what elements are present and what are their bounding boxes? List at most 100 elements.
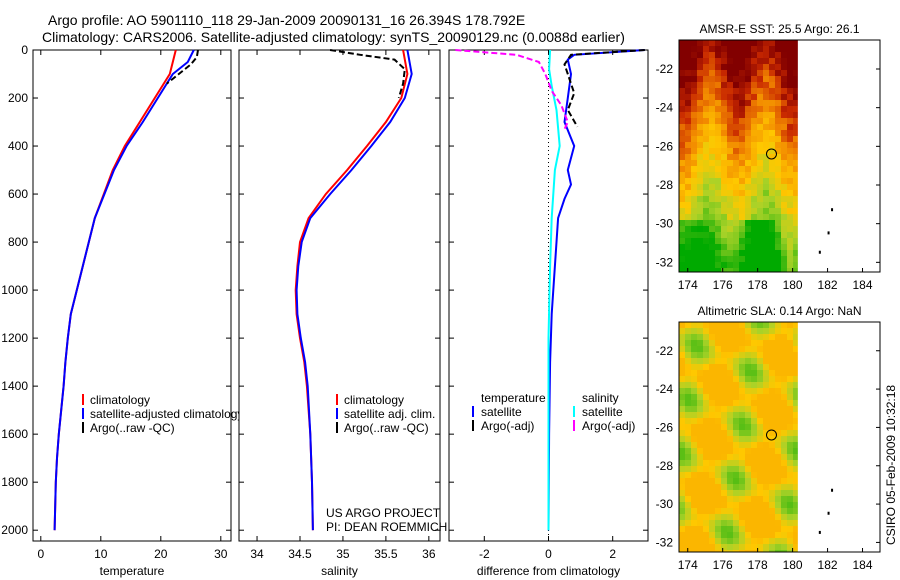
map-cell [763, 160, 769, 166]
map-cell [745, 400, 751, 406]
map-cell [733, 406, 739, 412]
map-cell [709, 94, 715, 100]
map-cell [721, 100, 727, 106]
map-cell [679, 52, 685, 58]
map-cell [787, 268, 793, 272]
map-cell [763, 256, 769, 262]
y-tick-label: 1200 [1, 331, 28, 345]
map-cell [793, 550, 798, 552]
map-cell [757, 412, 763, 418]
x-tick-label: 35.5 [374, 547, 398, 561]
map-cell [691, 334, 697, 340]
map-cell [763, 448, 769, 454]
map-cell [781, 484, 787, 490]
map-cell [715, 196, 721, 202]
map-cell [715, 202, 721, 208]
map-cell [721, 454, 727, 460]
map-cell [727, 346, 733, 352]
map-cell [793, 262, 798, 268]
map-cell [739, 430, 745, 436]
map-cell [703, 394, 709, 400]
map-cell [679, 448, 685, 454]
map-cell [769, 340, 775, 346]
map-cell [685, 106, 691, 112]
map-cell [787, 220, 793, 226]
map-cell [691, 166, 697, 172]
map-cell [679, 196, 685, 202]
map-cell [751, 322, 757, 328]
map-cell [781, 448, 787, 454]
map-cell [769, 142, 775, 148]
map-cell [733, 256, 739, 262]
map-cell [685, 148, 691, 154]
map-cell [757, 454, 763, 460]
series-argo-raw-qc- [166, 49, 199, 85]
map-cell [769, 496, 775, 502]
map-cell [739, 412, 745, 418]
map-cell [733, 352, 739, 358]
map-cell [709, 394, 715, 400]
map-cell [709, 46, 715, 52]
map-cell [793, 334, 798, 340]
map-cell [787, 430, 793, 436]
map-cell [697, 502, 703, 508]
map-cell [703, 118, 709, 124]
map-cell [733, 490, 739, 496]
map-cell [697, 118, 703, 124]
map-cell [679, 202, 685, 208]
map-cell [763, 238, 769, 244]
map-cell [775, 490, 781, 496]
map-cell [697, 472, 703, 478]
map-cell [715, 406, 721, 412]
map-cell [781, 40, 787, 46]
map-cell [685, 220, 691, 226]
map-cell [763, 94, 769, 100]
map-cell [679, 502, 685, 508]
map-cell [709, 526, 715, 532]
map-cell [703, 490, 709, 496]
map-cell [721, 418, 727, 424]
map-cell [733, 250, 739, 256]
map-cell [709, 352, 715, 358]
map-cell [709, 124, 715, 130]
map-cell [781, 514, 787, 520]
map-cell [733, 448, 739, 454]
map-cell [763, 430, 769, 436]
map-cell [679, 322, 685, 328]
map-cell [769, 160, 775, 166]
map-cell [763, 40, 769, 46]
map-cell [727, 448, 733, 454]
map-cell [727, 532, 733, 538]
map-cell [787, 154, 793, 160]
map-cell [715, 184, 721, 190]
map-cell [691, 160, 697, 166]
map-cell [763, 172, 769, 178]
legend-label: satellite [582, 405, 623, 419]
map-cell [787, 190, 793, 196]
map-cell [709, 376, 715, 382]
map-cell [745, 436, 751, 442]
map-cell [703, 232, 709, 238]
map-cell [709, 448, 715, 454]
map-cell [697, 382, 703, 388]
x-tick-label: 20 [154, 547, 168, 561]
map-cell [745, 364, 751, 370]
map-cell [751, 256, 757, 262]
map-cell [697, 76, 703, 82]
map-cell [775, 124, 781, 130]
map-cell [739, 76, 745, 82]
map-cell [775, 172, 781, 178]
map-cell [775, 394, 781, 400]
map-cell [727, 250, 733, 256]
map-cell [691, 526, 697, 532]
map-cell [685, 496, 691, 502]
y-tick-label: -24 [656, 382, 674, 396]
map-cell [721, 532, 727, 538]
map-cell [775, 208, 781, 214]
map-cell [781, 376, 787, 382]
map-cell [733, 100, 739, 106]
map-cell [769, 136, 775, 142]
map-cell [757, 400, 763, 406]
map-cell [739, 142, 745, 148]
map-cell [769, 52, 775, 58]
